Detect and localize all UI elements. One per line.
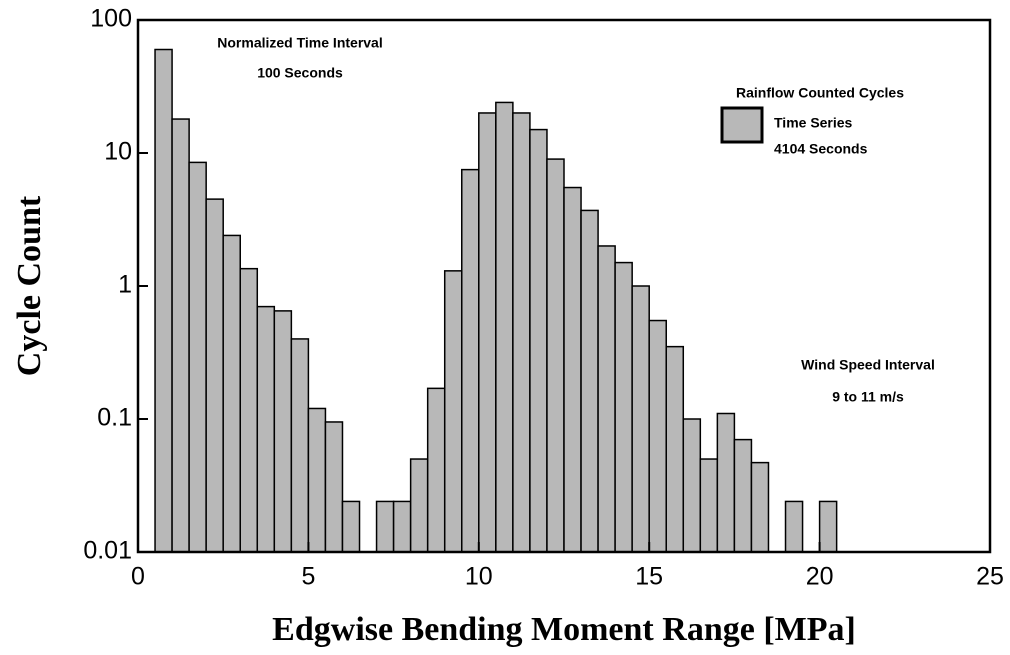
bar xyxy=(392,500,412,553)
bar xyxy=(750,461,770,553)
annotation: Normalized Time Interval xyxy=(217,35,382,51)
y-tick-label: 0.1 xyxy=(97,404,132,432)
x-tick-label: 25 xyxy=(976,563,1004,591)
bar xyxy=(290,338,310,553)
bar xyxy=(426,387,446,553)
bar xyxy=(546,158,565,553)
x-tick-label: 5 xyxy=(301,563,315,591)
bar xyxy=(495,101,514,553)
bar xyxy=(733,438,753,553)
bar xyxy=(716,412,736,553)
x-tick-label: 0 xyxy=(131,563,145,591)
y-tick-label: 100 xyxy=(90,5,132,33)
x-tick-label: 10 xyxy=(465,563,493,591)
legend-swatch xyxy=(720,106,764,144)
x-axis-label: Edgwise Bending Moment Range [MPa] xyxy=(272,611,856,648)
bar xyxy=(205,198,224,553)
bar xyxy=(461,168,480,553)
annotation: Wind Speed Interval xyxy=(801,357,935,373)
bar xyxy=(512,112,531,553)
bar xyxy=(375,500,395,553)
bar xyxy=(682,418,702,553)
bar xyxy=(171,118,190,553)
annotation: 4104 Seconds xyxy=(774,141,868,157)
bar xyxy=(273,310,293,553)
bar xyxy=(597,245,616,553)
bar xyxy=(614,261,633,553)
x-tick-label: 20 xyxy=(806,563,834,591)
bar xyxy=(699,458,719,553)
bar xyxy=(154,48,173,553)
legend-title: Rainflow Counted Cycles xyxy=(736,85,904,101)
bar xyxy=(818,500,838,553)
bar xyxy=(443,270,463,553)
y-tick-label: 1 xyxy=(118,271,132,299)
bar xyxy=(239,267,259,553)
bar xyxy=(222,234,241,553)
bar xyxy=(188,161,207,553)
annotation: 100 Seconds xyxy=(257,65,343,81)
bar xyxy=(529,128,548,553)
y-axis-label: Cycle Count xyxy=(11,195,48,376)
bar xyxy=(307,407,327,553)
annotation: 9 to 11 m/s xyxy=(832,389,904,405)
bar xyxy=(648,319,667,553)
bar xyxy=(341,500,361,553)
legend-label: Time Series xyxy=(774,115,853,131)
bar xyxy=(563,186,582,553)
x-tick-label: 15 xyxy=(635,563,663,591)
bar xyxy=(478,112,497,553)
bar xyxy=(256,305,276,553)
bar xyxy=(580,209,599,553)
bar xyxy=(665,345,685,553)
bar xyxy=(409,458,429,553)
bar xyxy=(631,285,650,553)
y-tick-label: 10 xyxy=(104,138,132,166)
bar xyxy=(324,421,344,553)
y-tick-label: 0.01 xyxy=(83,537,132,565)
bar xyxy=(784,500,804,553)
